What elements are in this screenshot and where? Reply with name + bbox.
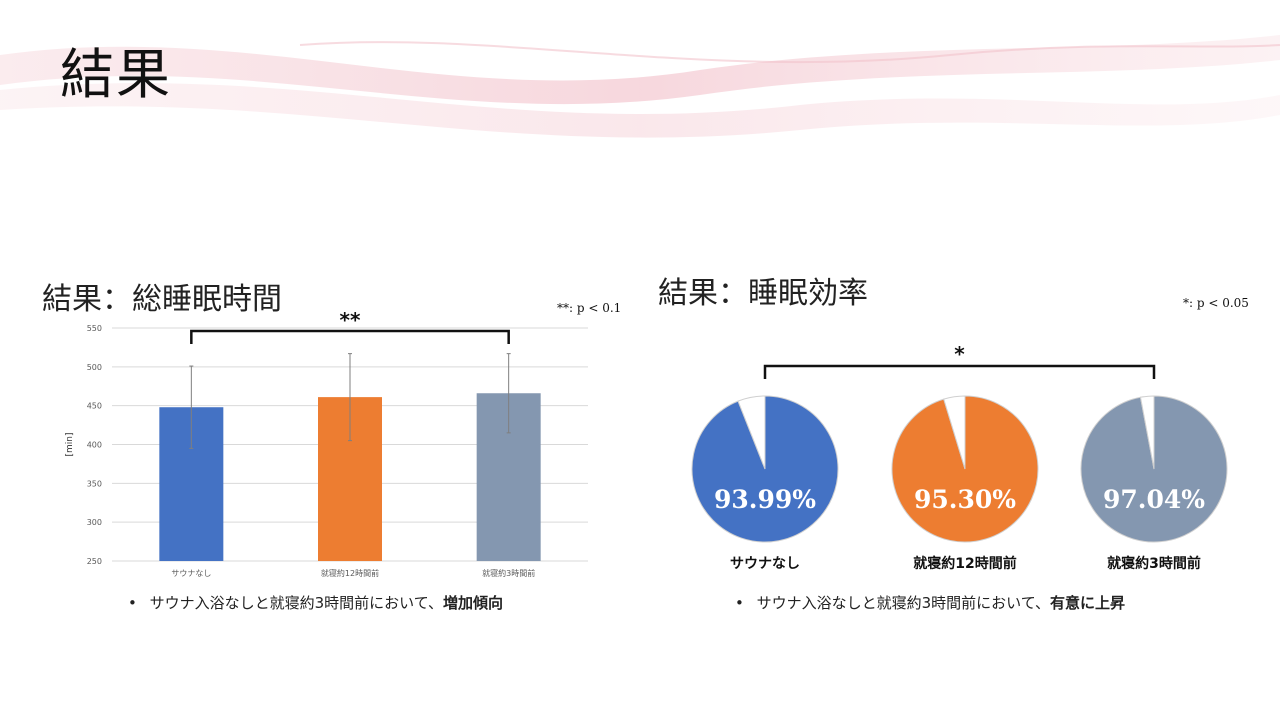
y-axis-label: [min]: [65, 433, 75, 457]
pie-remainder-slice: [943, 395, 966, 470]
x-tick-label: 就寝約12時間前: [321, 568, 379, 578]
y-tick-label: 350: [87, 479, 102, 488]
y-tick-label: 550: [87, 324, 102, 333]
decorative-wave-banner: [0, 35, 1280, 138]
pie-category-label: 就寝約3時間前: [1107, 555, 1201, 572]
slide-title: 結果: [60, 43, 172, 106]
pie-remainder-slice: [1139, 395, 1155, 470]
pie-remainder-slice: [737, 395, 766, 470]
significance-note-right: *: p < 0.05: [1183, 296, 1249, 310]
pie-charts: 93.99% サウナなし 95.30% 就寝約12時間前 97.04% 就寝約3時間前 *: [691, 342, 1228, 572]
bullet-left-emphasis: 増加傾向: [443, 594, 504, 612]
bullet-right-text: サウナ入浴なしと就寝約3時間前において、: [756, 594, 1050, 612]
pie-category-label: サウナなし: [730, 556, 800, 572]
x-tick-label: 就寝約3時間前: [482, 568, 535, 578]
y-tick-label: 450: [87, 402, 102, 411]
pie-slice: [891, 395, 1039, 543]
y-tick-label: 300: [87, 518, 102, 527]
significance-note-left: **: p < 0.1: [557, 301, 622, 315]
x-tick-label: サウナなし: [171, 569, 211, 578]
section-title-total-sleep: 結果：総睡眠時間: [42, 282, 282, 317]
pie-category-label: 就寝約12時間前: [913, 555, 1016, 572]
bullet-right-emphasis: 有意に上昇: [1050, 594, 1126, 612]
y-tick-label: 250: [87, 557, 102, 566]
bar-chart: 250 300 350 400 450 500 550 [min] サウナなし 就寝約12時間前 就…: [65, 308, 588, 578]
bullet-right: • サウナ入浴なしと就寝約3時間前において、有意に上昇: [735, 592, 1125, 613]
section-title-sleep-efficiency: 結果：睡眠効率: [658, 276, 868, 311]
pie-value-label: 95.30%: [914, 485, 1016, 514]
bullet-left-text: サウナ入浴なしと就寝約3時間前において、: [149, 594, 443, 612]
pie-value-label: 97.04%: [1103, 485, 1205, 514]
bullet-dot: •: [735, 594, 744, 612]
significance-mark: *: [954, 342, 965, 366]
significance-bracket: [763, 364, 1156, 379]
y-tick-label: 400: [87, 441, 102, 450]
bullet-left: • サウナ入浴なしと就寝約3時間前において、増加傾向: [128, 592, 503, 613]
significance-mark: **: [340, 308, 361, 332]
bullet-dot: •: [128, 594, 137, 612]
significance-bracket: [190, 329, 510, 344]
y-tick-label: 500: [87, 363, 102, 372]
pie-value-label: 93.99%: [714, 485, 816, 514]
